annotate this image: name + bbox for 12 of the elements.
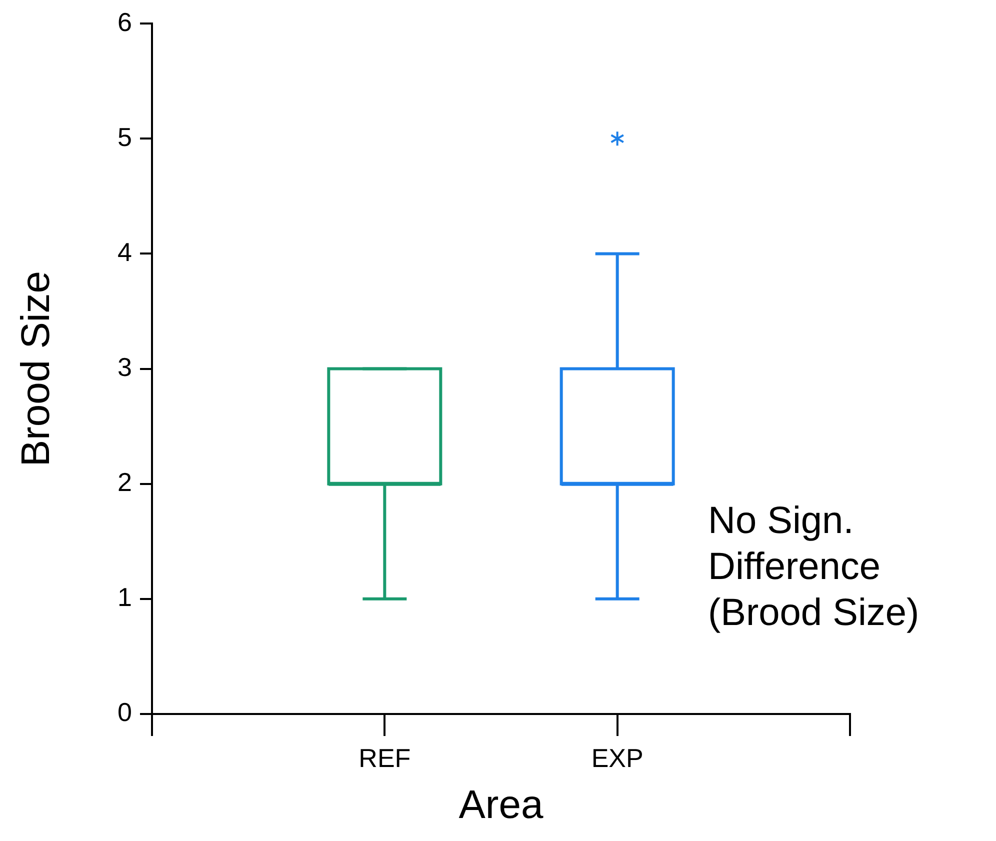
y-tick-label: 1 xyxy=(118,582,132,612)
y-tick-label: 6 xyxy=(118,6,132,37)
y-tick-label: 2 xyxy=(118,467,132,498)
annotation: No Sign. Difference (Brood Size) xyxy=(708,499,920,636)
x-axis-title: Area xyxy=(458,783,544,828)
y-axis-title: Brood Size xyxy=(14,270,58,467)
y-tick-label: 3 xyxy=(118,352,132,382)
y-tick-label: 5 xyxy=(118,122,132,152)
y-tick-label: 4 xyxy=(118,236,132,267)
y-tick-label: 0 xyxy=(118,697,132,728)
x-tick-label: EXP xyxy=(591,742,644,773)
x-tick-label: REF xyxy=(358,742,411,773)
